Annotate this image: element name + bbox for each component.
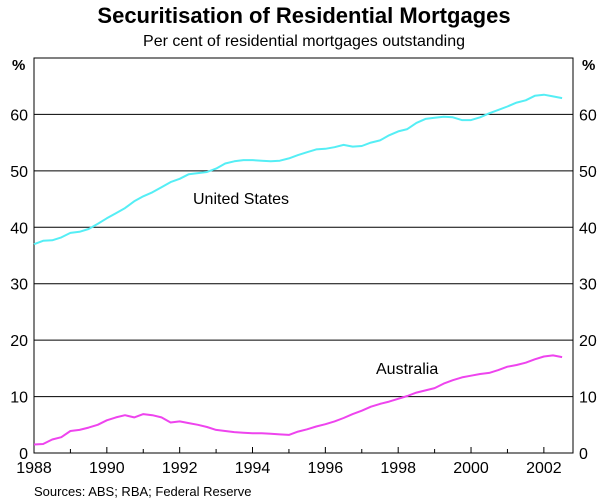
y-tick-label-right: 20 [579, 333, 597, 350]
y-tick-label-left: 30 [10, 277, 28, 294]
x-axis-ticks: 1988 1990 1992 1994 1996 1998 2000 2002 [16, 447, 562, 477]
x-tick-label: 1990 [89, 460, 125, 477]
y-tick-label-left: 0 [19, 446, 28, 463]
y-unit-left: % [12, 57, 25, 74]
y-tick-label-right: 0 [579, 446, 588, 463]
series-line-australia [33, 354, 563, 446]
series-line-united-states [33, 93, 563, 246]
x-tick-label: 1998 [380, 460, 416, 477]
x-tick-label: 1996 [308, 460, 344, 477]
y-tick-label-left: 50 [10, 164, 28, 181]
chart-title: Securitisation of Residential Mortgages [97, 3, 511, 28]
y-axis-ticks: 0 0 10 10 20 20 30 30 40 40 50 50 60 60 [10, 107, 597, 463]
y-tick-label-right: 10 [579, 390, 597, 407]
x-tick-label: 1988 [16, 460, 52, 477]
chart-source: Sources: ABS; RBA; Federal Reserve [34, 484, 252, 499]
y-tick-label-right: 40 [579, 220, 597, 237]
y-tick-label-right: 30 [579, 277, 597, 294]
x-tick-label: 1994 [235, 460, 271, 477]
y-unit-right: % [582, 57, 595, 74]
gridlines [34, 113, 573, 398]
y-tick-label-right: 50 [579, 164, 597, 181]
y-tick-label-right: 60 [579, 107, 597, 124]
y-tick-label-left: 20 [10, 333, 28, 350]
series-lines [33, 93, 563, 446]
series-label-australia: Australia [376, 361, 438, 378]
y-tick-label-left: 10 [10, 390, 28, 407]
y-tick-label-left: 40 [10, 220, 28, 237]
x-tick-label: 2002 [526, 460, 562, 477]
series-label-united-states: United States [193, 191, 289, 208]
plot-frame [33, 57, 574, 454]
x-tick-label: 2000 [453, 460, 489, 477]
y-tick-label-left: 60 [10, 107, 28, 124]
chart-subtitle: Per cent of residential mortgages outsta… [143, 33, 465, 50]
x-tick-label: 1992 [162, 460, 198, 477]
